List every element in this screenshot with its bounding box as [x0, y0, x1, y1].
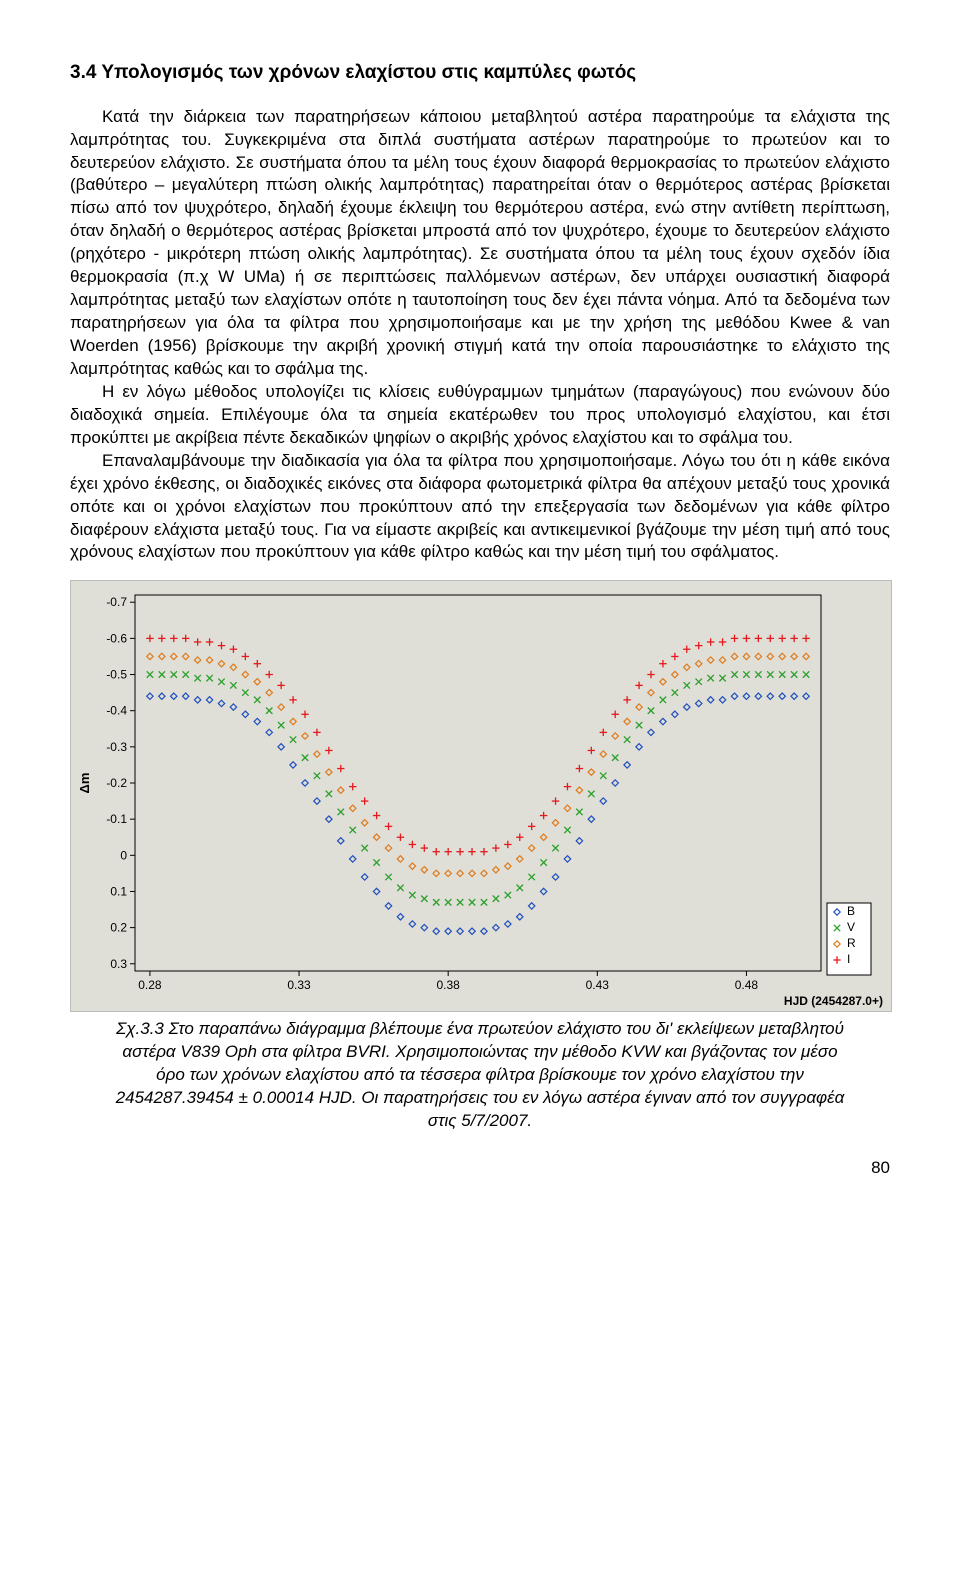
svg-text:-0.3: -0.3: [106, 740, 127, 754]
svg-text:-0.1: -0.1: [106, 813, 127, 827]
svg-text:R: R: [847, 936, 856, 950]
svg-text:HJD (2454287.0+): HJD (2454287.0+): [784, 994, 883, 1008]
svg-text:B: B: [847, 904, 855, 918]
svg-text:-0.7: -0.7: [106, 596, 127, 610]
light-curve-chart: -0.7 -0.6 -0.5 -0.4 -0.3 -0.2 -0.1 0 0.1 0.2 0.3 0.…: [70, 580, 890, 1012]
svg-text:0.3: 0.3: [110, 957, 127, 971]
svg-text:0.38: 0.38: [436, 978, 460, 992]
section-heading: 3.4 Υπολογισμός των χρόνων ελαχίστου στι…: [70, 60, 890, 86]
page-number: 80: [70, 1157, 890, 1180]
paragraph-1: Κατά την διάρκεια των παρατηρήσεων κάποι…: [70, 106, 890, 381]
figure-caption: Σχ.3.3 Στο παραπάνω διάγραμμα βλέπουμε έ…: [110, 1018, 850, 1133]
chart-svg: -0.7 -0.6 -0.5 -0.4 -0.3 -0.2 -0.1 0 0.1 0.2 0.3 0.…: [70, 580, 892, 1012]
svg-text:-0.5: -0.5: [106, 668, 127, 682]
svg-text:0.28: 0.28: [138, 978, 162, 992]
svg-text:0.1: 0.1: [110, 885, 127, 899]
svg-text:-0.4: -0.4: [106, 704, 127, 718]
svg-text:0.48: 0.48: [735, 978, 759, 992]
svg-text:V: V: [847, 920, 855, 934]
svg-text:-0.2: -0.2: [106, 776, 127, 790]
paragraph-3: Επαναλαμβάνουμε την διαδικασία για όλα τ…: [70, 450, 890, 565]
svg-text:0: 0: [120, 849, 127, 863]
svg-text:Δm: Δm: [77, 773, 92, 794]
paragraph-2: Η εν λόγω μέθοδος υπολογίζει τις κλίσεις…: [70, 381, 890, 450]
svg-text:0.33: 0.33: [287, 978, 311, 992]
svg-text:I: I: [847, 952, 850, 966]
svg-text:-0.6: -0.6: [106, 632, 127, 646]
svg-text:0.2: 0.2: [110, 921, 127, 935]
svg-text:0.43: 0.43: [586, 978, 610, 992]
